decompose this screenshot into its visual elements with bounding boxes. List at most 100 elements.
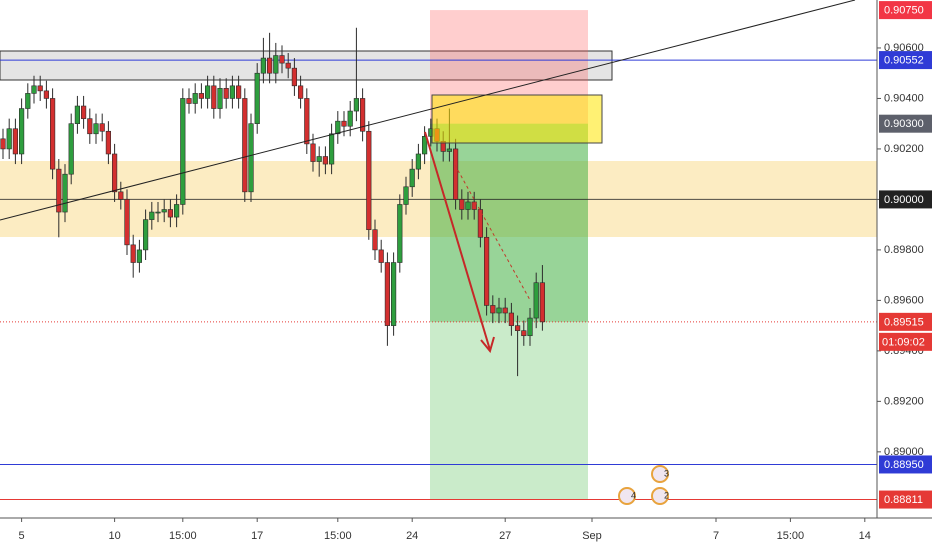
- candle-body: [310, 143, 316, 162]
- candle-body: [279, 55, 285, 64]
- candle-body: [87, 118, 93, 135]
- candle-body: [180, 98, 186, 205]
- position-tool: [430, 10, 588, 500]
- x-tick-label: 17: [251, 530, 263, 542]
- candle-body: [223, 88, 229, 99]
- candle-body: [415, 153, 422, 170]
- candle-body: [527, 317, 533, 337]
- level-label: 0.90750: [884, 5, 924, 17]
- candle-body: [446, 148, 453, 152]
- candle-body: [403, 186, 409, 205]
- candle-body: [335, 120, 341, 135]
- level-label: 0.88811: [884, 494, 923, 506]
- candle-body: [384, 262, 391, 326]
- candle-body: [242, 98, 248, 193]
- candle-body: [490, 305, 496, 314]
- candle-body: [378, 249, 384, 263]
- level-label-box: [879, 51, 932, 70]
- candle-body: [322, 156, 329, 165]
- candle-body: [465, 201, 471, 210]
- candle-body: [372, 229, 378, 251]
- x-tick-label: 15:00: [169, 530, 197, 542]
- candle-body: [99, 123, 105, 132]
- candle-body: [43, 90, 49, 99]
- candle-body: [273, 55, 279, 74]
- y-tick-label: 0.89800: [884, 244, 924, 256]
- level-label-box: [879, 1, 932, 20]
- y-tick-label: 0.90600: [884, 42, 924, 54]
- candle-body: [161, 209, 167, 213]
- candle-body: [62, 173, 68, 213]
- countdown-box: [879, 332, 932, 351]
- candle-body: [483, 236, 490, 306]
- candle-body: [539, 282, 545, 323]
- candle-body: [31, 85, 37, 94]
- candle-body: [291, 67, 298, 87]
- candle-body: [211, 85, 217, 109]
- x-tick-label: 10: [108, 530, 120, 542]
- event-icon: [618, 487, 636, 505]
- candle-body: [452, 148, 459, 200]
- candle-body: [397, 204, 403, 263]
- candle-body: [56, 168, 62, 213]
- x-tick-label: 5: [19, 530, 25, 542]
- candle-body: [347, 110, 353, 127]
- candle-body: [496, 307, 502, 314]
- x-tick-label: 7: [713, 530, 719, 542]
- candle-body: [143, 219, 149, 251]
- y-tick-label: 0.89000: [884, 446, 924, 458]
- candle-body: [155, 211, 161, 214]
- candle-body: [328, 133, 335, 165]
- candle-body: [366, 130, 372, 231]
- dashed-line: [454, 164, 531, 301]
- candle-body: [508, 312, 515, 326]
- candle-body: [285, 62, 291, 69]
- candle-body: [353, 98, 360, 112]
- event-count: 3: [664, 468, 669, 478]
- arrow: [424, 131, 491, 351]
- x-tick-label: 24: [406, 530, 418, 542]
- x-tick-label: 27: [499, 530, 511, 542]
- x-tick-label: Sep: [582, 530, 602, 542]
- candle-body: [105, 130, 111, 155]
- candle-body: [12, 128, 19, 155]
- candle-body: [167, 209, 174, 218]
- candle-body: [130, 244, 136, 263]
- level-label: 0.90552: [884, 54, 924, 66]
- candle-body: [174, 204, 180, 218]
- x-tick-label: 14: [859, 530, 871, 542]
- candle-body: [477, 209, 484, 238]
- candle-body: [93, 123, 99, 135]
- level-label-box: [879, 114, 932, 133]
- candle-body: [254, 72, 260, 124]
- candle-body: [521, 330, 527, 337]
- event-count: 4: [631, 490, 636, 500]
- candle-body: [260, 57, 267, 74]
- x-tick-label: 15:00: [324, 530, 352, 542]
- candle-body: [149, 211, 155, 220]
- event-count: 2: [664, 490, 669, 500]
- candle-body: [18, 108, 25, 155]
- axes: 0.90600 0.90400 0.90200 0.90000 0.89800 0.896…: [19, 1, 932, 542]
- level-label-box: [879, 455, 932, 474]
- candle-body: [459, 199, 465, 210]
- candle-body: [6, 128, 12, 150]
- candle-body: [198, 93, 205, 99]
- candle-body: [25, 93, 31, 109]
- candle-body: [297, 85, 304, 99]
- level-label: 0.90000: [884, 194, 924, 206]
- candle-body: [68, 123, 74, 175]
- event-icon: [651, 465, 669, 483]
- candle-body: [74, 105, 80, 124]
- candles: [0, 27, 545, 377]
- candle-body: [0, 138, 6, 150]
- candle-body: [248, 123, 254, 193]
- y-tick-label: 0.89200: [884, 395, 924, 407]
- arrow-head: [480, 336, 495, 354]
- level-label: 0.88950: [884, 459, 924, 471]
- level-lines: [0, 59, 877, 501]
- candle-body: [205, 85, 211, 99]
- candle-body: [502, 307, 508, 314]
- overlay-drawings: [0, 0, 856, 354]
